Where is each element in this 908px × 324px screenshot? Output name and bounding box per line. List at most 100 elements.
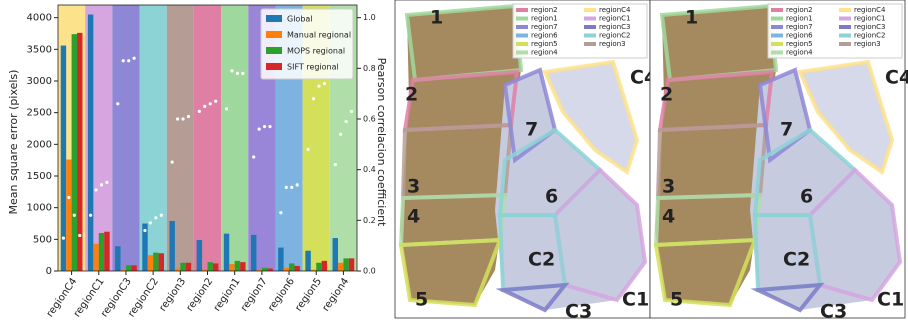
legend-label: region1 <box>531 15 558 23</box>
y2-tick-label: 0.0 <box>363 267 376 276</box>
y2-tick-label: 0.4 <box>363 165 376 174</box>
bar <box>104 232 109 271</box>
correlation-point <box>279 211 282 214</box>
y-tick-label: 1500 <box>27 171 52 182</box>
correlation-point <box>187 115 190 118</box>
correlation-point <box>116 102 119 105</box>
correlation-point <box>67 196 70 199</box>
correlation-point <box>127 59 130 62</box>
region-label: 2 <box>405 84 418 106</box>
correlation-point <box>268 125 271 128</box>
bar <box>262 268 267 271</box>
correlation-point <box>230 69 233 72</box>
legend-swatch <box>584 17 596 21</box>
bar <box>322 261 327 271</box>
bar <box>115 246 120 271</box>
correlation-point <box>290 186 293 189</box>
legend-swatch <box>516 34 528 38</box>
tissue-panel: 1234567C1C2C3C4region2region1region7regi… <box>395 0 657 323</box>
correlation-point <box>73 214 76 217</box>
region-label: 1 <box>685 7 698 29</box>
legend-swatch <box>516 25 528 29</box>
bar <box>66 160 71 271</box>
legend-label: region2 <box>786 6 813 14</box>
correlation-point <box>252 155 255 158</box>
legend-swatch <box>771 34 783 38</box>
legend-swatch <box>266 15 282 22</box>
correlation-point <box>317 84 320 87</box>
legend-label: regionC4 <box>599 6 631 14</box>
legend-swatch <box>839 42 851 46</box>
correlation-point <box>203 105 206 108</box>
legend-label: regionC2 <box>599 32 630 40</box>
correlation-point <box>214 100 217 103</box>
bar <box>72 34 77 271</box>
legend-swatch <box>771 51 783 55</box>
bar <box>229 264 234 271</box>
correlation-point <box>209 102 212 105</box>
region-label: 7 <box>525 119 538 141</box>
legend-label: region3 <box>854 40 881 48</box>
region-label: 4 <box>662 206 675 228</box>
legend-label: MOPS regional <box>287 47 345 56</box>
correlation-point <box>225 107 228 110</box>
bar <box>159 253 164 271</box>
legend-label: region6 <box>786 32 813 40</box>
y-axis-label: Mean square error (pixels) <box>7 70 20 215</box>
correlation-point <box>143 229 146 232</box>
correlation-point <box>105 181 108 184</box>
x-tick-label: region2 <box>185 276 216 313</box>
correlation-point <box>133 57 136 60</box>
correlation-point <box>62 236 65 239</box>
legend-label: regionC3 <box>599 23 630 31</box>
region-label: C3 <box>565 301 592 323</box>
region-label: 3 <box>407 176 420 198</box>
region-label: C2 <box>528 249 555 271</box>
bar <box>240 262 245 271</box>
legend-label: Manual regional <box>287 31 351 40</box>
legend-label: region4 <box>786 49 813 57</box>
region-label: C2 <box>783 249 810 271</box>
x-tick-label: region1 <box>212 276 243 313</box>
bar <box>208 262 213 271</box>
legend-label: regionC1 <box>854 15 885 23</box>
correlation-point <box>241 72 244 75</box>
legend-swatch <box>771 8 783 12</box>
legend-swatch <box>266 31 282 38</box>
legend-swatch <box>839 25 851 29</box>
correlation-point <box>160 214 163 217</box>
bar <box>333 238 338 271</box>
region-label: 3 <box>662 176 675 198</box>
x-tick-label: region4 <box>321 276 352 313</box>
y2-tick-label: 0.6 <box>363 115 376 124</box>
correlation-point <box>100 183 103 186</box>
x-tick-label: region6 <box>266 276 297 313</box>
legend-swatch <box>584 42 596 46</box>
correlation-point <box>350 110 353 113</box>
correlation-point <box>78 234 81 237</box>
correlation-point <box>198 110 201 113</box>
correlation-point <box>236 72 239 75</box>
region-label: C1 <box>622 289 649 311</box>
category-band <box>221 5 248 271</box>
region-label: 5 <box>670 289 683 311</box>
bar <box>251 235 256 271</box>
region-label: 7 <box>780 119 793 141</box>
legend-swatch <box>516 8 528 12</box>
correlation-point <box>122 59 125 62</box>
y-tick-label: 2500 <box>27 108 52 119</box>
bar <box>148 255 153 271</box>
correlation-point <box>263 125 266 128</box>
legend-swatch <box>839 8 851 12</box>
bar <box>294 266 299 271</box>
bar <box>338 263 343 271</box>
legend-label: regionC4 <box>854 6 886 14</box>
legend-label: region1 <box>786 15 813 23</box>
legend-swatch <box>266 47 282 54</box>
correlation-point <box>345 120 348 123</box>
legend-swatch <box>771 25 783 29</box>
x-tick-label: region7 <box>239 276 270 313</box>
correlation-point <box>171 160 174 163</box>
region-label: C4 <box>885 67 908 89</box>
bar <box>224 234 229 271</box>
